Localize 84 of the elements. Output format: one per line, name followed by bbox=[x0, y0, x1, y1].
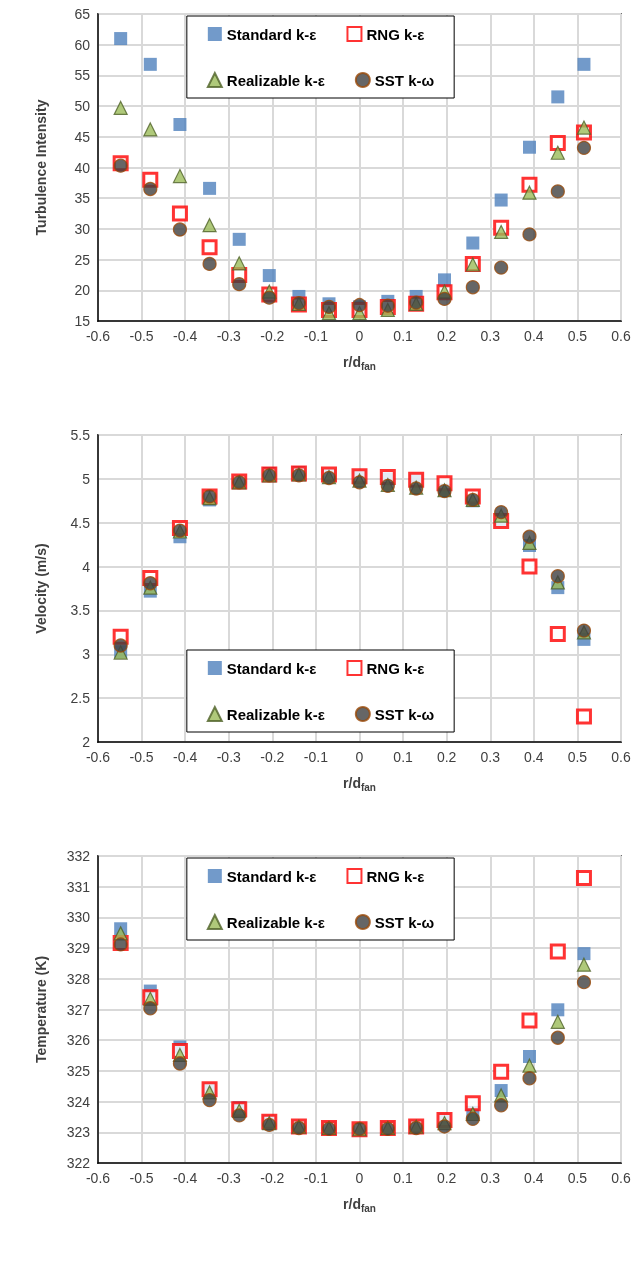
y-tick-label: 324 bbox=[66, 1093, 91, 1110]
x-tick-label: -0.5 bbox=[129, 1170, 154, 1186]
y-tick-label: 325 bbox=[66, 1062, 91, 1079]
y-tick-label: 40 bbox=[74, 159, 91, 176]
x-tick-label: -0.4 bbox=[173, 1170, 198, 1186]
y-tick-label: 2 bbox=[82, 734, 91, 750]
y-tick-label: 15 bbox=[74, 313, 91, 329]
y-tick-label: 332 bbox=[66, 848, 91, 864]
y-tick-label: 4.5 bbox=[70, 514, 91, 531]
y-tick-label: 50 bbox=[74, 98, 91, 115]
y-tick-label: 330 bbox=[66, 909, 91, 926]
x-tick-label: 0.2 bbox=[436, 1170, 457, 1186]
y-tick-label: 326 bbox=[66, 1032, 91, 1049]
legend-label: Standard k-ε bbox=[226, 25, 317, 43]
x-tick-label: -0.5 bbox=[129, 328, 154, 344]
legend-label: Realizable k-ε bbox=[226, 71, 325, 89]
x-tick-label: -0.3 bbox=[216, 749, 242, 765]
legend-label: Standard k-ε bbox=[226, 867, 317, 885]
y-tick-label: 30 bbox=[74, 220, 91, 237]
x-tick-label: -0.4 bbox=[173, 328, 198, 344]
x-tick-label: 0.3 bbox=[480, 749, 501, 765]
x-tick-label: 0.4 bbox=[524, 328, 544, 344]
x-tick-label: 0.6 bbox=[611, 328, 631, 344]
y-tick-label: 35 bbox=[74, 190, 91, 207]
x-tick-label: 0.1 bbox=[393, 749, 414, 765]
y-tick-label: 20 bbox=[74, 282, 91, 299]
x-tick-label: 0.4 bbox=[524, 1170, 544, 1186]
legend-label: RNG k-ε bbox=[366, 659, 425, 677]
x-tick-label: -0.5 bbox=[129, 749, 154, 765]
y-tick-label: 55 bbox=[74, 67, 91, 84]
x-tick-label: -0.6 bbox=[85, 328, 111, 344]
legend-label: RNG k-ε bbox=[366, 25, 425, 43]
y-tick-label: 4 bbox=[82, 558, 91, 575]
x-tick-label: 0 bbox=[355, 749, 364, 765]
y-axis-title: Turbulence Intensity bbox=[33, 99, 49, 236]
x-tick-label: 0.1 bbox=[393, 1170, 414, 1186]
x-tick-label: 0 bbox=[355, 1170, 364, 1186]
legend-label: SST k-ω bbox=[374, 705, 435, 723]
x-tick-label: -0.4 bbox=[173, 749, 198, 765]
y-tick-label: 3.5 bbox=[70, 602, 91, 619]
x-tick-label: -0.2 bbox=[260, 1170, 285, 1186]
x-tick-label: 0.5 bbox=[567, 749, 588, 765]
legend-label: RNG k-ε bbox=[366, 867, 425, 885]
legend-label: Realizable k-ε bbox=[226, 913, 325, 931]
legend-label: Realizable k-ε bbox=[226, 705, 325, 723]
y-tick-label: 327 bbox=[66, 1001, 91, 1018]
x-tick-label: 0.3 bbox=[480, 328, 501, 344]
x-tick-label: 0.2 bbox=[436, 749, 457, 765]
y-tick-label: 3 bbox=[82, 646, 91, 663]
x-tick-label: 0 bbox=[355, 328, 364, 344]
y-tick-label: 2.5 bbox=[70, 690, 91, 707]
legend-label: SST k-ω bbox=[374, 913, 435, 931]
x-tick-label: 0.4 bbox=[524, 749, 544, 765]
x-tick-label: 0.5 bbox=[567, 328, 588, 344]
x-tick-label: -0.1 bbox=[303, 749, 329, 765]
y-tick-label: 322 bbox=[66, 1155, 91, 1171]
y-tick-label: 45 bbox=[74, 128, 91, 145]
x-tick-label: -0.6 bbox=[85, 749, 111, 765]
y-tick-label: 328 bbox=[66, 970, 91, 987]
x-tick-label: -0.3 bbox=[216, 328, 242, 344]
x-tick-label: -0.2 bbox=[260, 749, 285, 765]
legend-label: SST k-ω bbox=[374, 71, 435, 89]
x-tick-label: -0.1 bbox=[303, 1170, 329, 1186]
x-tick-label: 0.5 bbox=[567, 1170, 588, 1186]
y-tick-label: 25 bbox=[74, 251, 91, 268]
x-tick-label: -0.2 bbox=[260, 328, 285, 344]
y-tick-label: 5.5 bbox=[70, 427, 91, 443]
x-tick-label: 0.6 bbox=[611, 1170, 631, 1186]
x-tick-label: -0.3 bbox=[216, 1170, 242, 1186]
y-tick-label: 60 bbox=[74, 36, 91, 53]
y-axis-title: Temperature (K) bbox=[33, 955, 49, 1064]
y-tick-label: 329 bbox=[66, 940, 91, 957]
y-tick-label: 323 bbox=[66, 1124, 91, 1141]
y-tick-label: 5 bbox=[82, 470, 91, 487]
x-tick-label: 0.1 bbox=[393, 328, 414, 344]
x-tick-label: -0.6 bbox=[85, 1170, 111, 1186]
y-axis-title: Velocity (m/s) bbox=[33, 543, 49, 634]
x-tick-label: 0.3 bbox=[480, 1170, 501, 1186]
x-tick-label: -0.1 bbox=[303, 328, 329, 344]
y-tick-label: 65 bbox=[74, 6, 91, 22]
y-tick-label: 331 bbox=[66, 878, 91, 895]
x-tick-label: 0.6 bbox=[611, 749, 631, 765]
legend-label: Standard k-ε bbox=[226, 659, 317, 677]
x-tick-label: 0.2 bbox=[436, 328, 457, 344]
